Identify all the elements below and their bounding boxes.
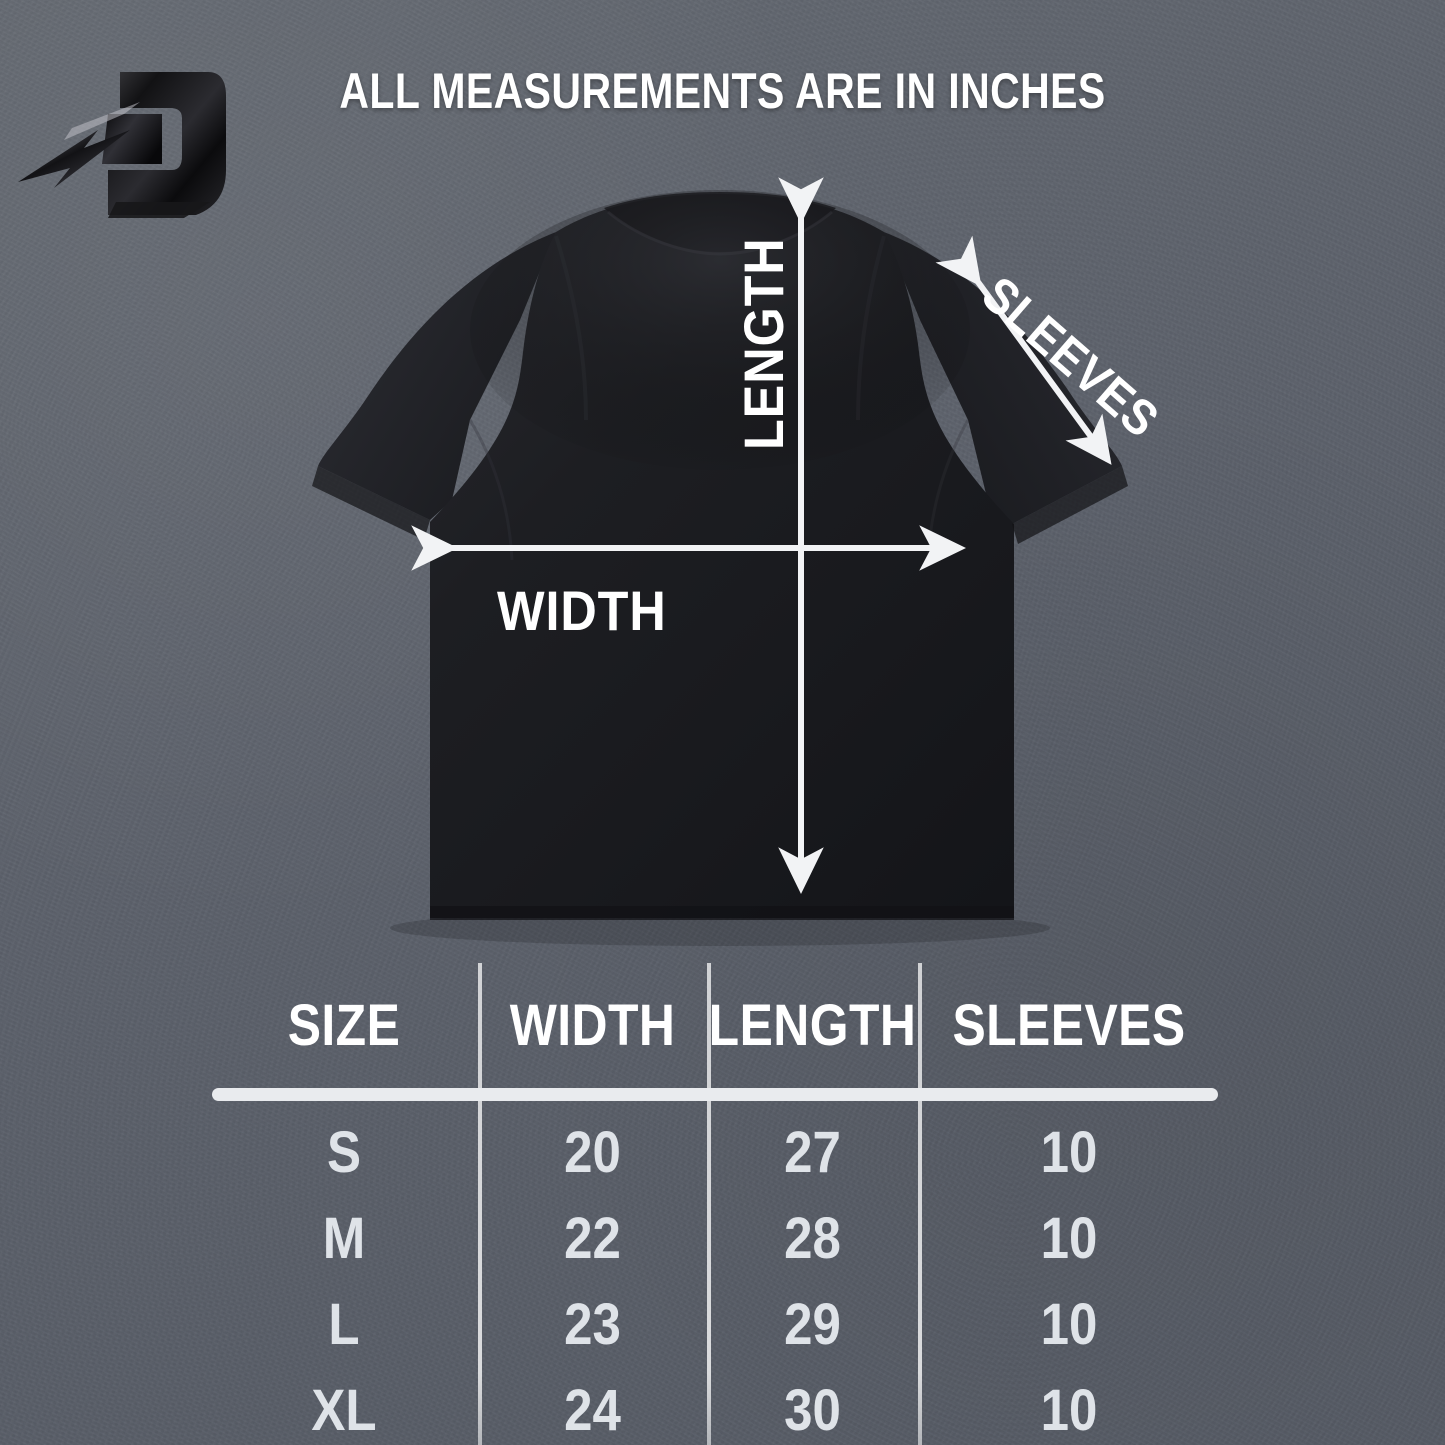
cell-width: 23 (564, 1291, 621, 1357)
column-divider-1 (478, 963, 482, 1445)
cell-width: 22 (564, 1205, 621, 1271)
cell-sleeves: 10 (1040, 1119, 1098, 1185)
table-row: S 20 27 10 (210, 1109, 1220, 1195)
cell-size: S (326, 1119, 362, 1185)
table-row: L 23 29 10 (210, 1281, 1220, 1367)
sleeves-arrow (935, 235, 1112, 465)
cell-width: 20 (564, 1119, 621, 1185)
cell-sleeves: 10 (1040, 1291, 1098, 1357)
column-divider-3 (918, 963, 922, 1445)
table-header-row: SIZE WIDTH LENGTH SLEEVES (210, 963, 1220, 1088)
table-row: XL 24 30 10 (210, 1367, 1220, 1445)
cell-length: 30 (784, 1377, 841, 1443)
measurement-overlay: WIDTH LENGTH SLEEVES (411, 177, 1170, 894)
cell-sleeves: 10 (1040, 1205, 1098, 1271)
cell-size: M (322, 1205, 366, 1271)
page-title: ALL MEASUREMENTS ARE IN INCHES (339, 63, 1106, 119)
cell-sleeves: 10 (1040, 1377, 1098, 1443)
cell-length: 29 (784, 1291, 841, 1357)
cell-width: 24 (564, 1377, 621, 1443)
column-header-width: WIDTH (509, 993, 676, 1058)
width-label: WIDTH (497, 579, 667, 642)
table-row: M 22 28 10 (210, 1195, 1220, 1281)
cell-length: 28 (784, 1205, 841, 1271)
cell-size: XL (311, 1377, 377, 1443)
column-divider-2 (707, 963, 711, 1445)
column-header-size: SIZE (287, 993, 401, 1058)
cell-size: L (328, 1291, 360, 1357)
column-header-sleeves: SLEEVES (952, 993, 1186, 1058)
length-label: LENGTH (732, 237, 795, 450)
size-table: SIZE WIDTH LENGTH SLEEVES S 20 27 10 M 2… (210, 963, 1220, 1445)
cell-length: 27 (784, 1119, 841, 1185)
table-body: S 20 27 10 M 22 28 10 L 23 29 10 XL 24 3… (210, 1109, 1220, 1445)
column-header-length: LENGTH (708, 993, 917, 1058)
brand-logo-d-icon (12, 52, 237, 227)
header-divider-rule (212, 1088, 1218, 1101)
